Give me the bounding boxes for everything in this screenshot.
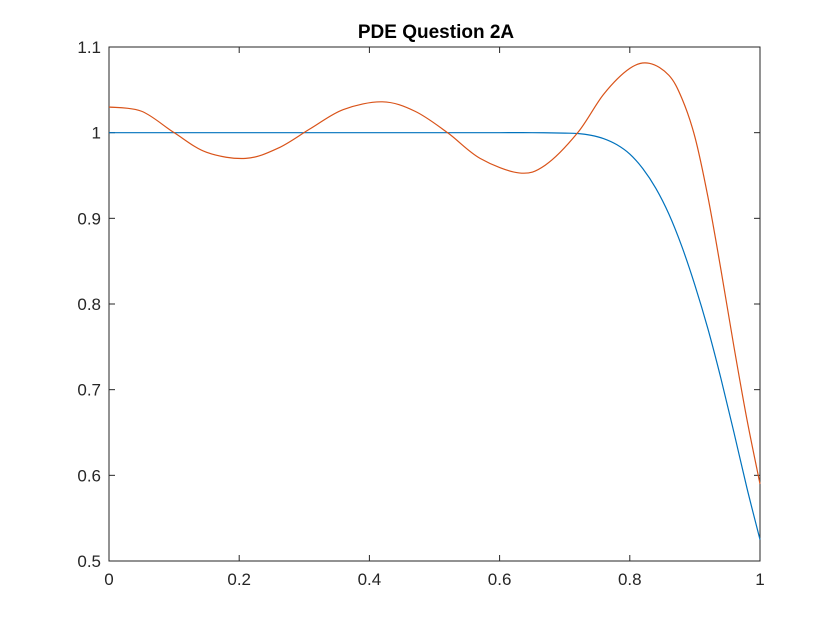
x-tick-label: 1	[755, 570, 764, 589]
y-tick-label: 0.7	[77, 381, 101, 400]
y-tick-label: 0.8	[77, 295, 101, 314]
chart-series	[108, 62, 761, 540]
y-tick-label: 0.9	[77, 209, 101, 228]
chart-title: PDE Question 2A	[358, 22, 515, 43]
axis-ticks: 0 0.2 0.4 0.6 0.8 1 0.5 0.6 0.7 0.8 0.9 1 1.1	[77, 38, 764, 589]
x-tick-label: 0.6	[488, 570, 512, 589]
series-line-1	[109, 132, 761, 540]
x-tick-label: 0.2	[227, 570, 251, 589]
x-tick-label: 0	[104, 570, 113, 589]
x-tick-label: 0.4	[358, 570, 382, 589]
series-line-2	[108, 62, 761, 485]
y-tick-label: 0.5	[77, 552, 101, 571]
y-tick-label: 1.1	[77, 38, 101, 57]
y-tick-label: 1	[92, 124, 101, 143]
x-tick-label: 0.8	[618, 570, 642, 589]
y-tick-label: 0.6	[77, 466, 101, 485]
plot-area-box	[108, 46, 761, 562]
